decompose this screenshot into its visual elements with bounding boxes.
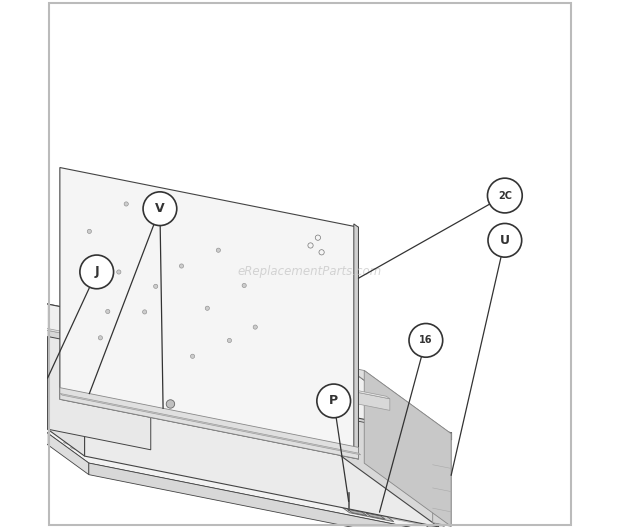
Polygon shape xyxy=(60,393,361,455)
Polygon shape xyxy=(89,463,458,528)
Circle shape xyxy=(242,284,246,288)
Circle shape xyxy=(228,338,231,343)
Polygon shape xyxy=(354,224,358,459)
Polygon shape xyxy=(343,508,394,522)
Polygon shape xyxy=(433,430,451,526)
Polygon shape xyxy=(346,367,451,433)
Text: J: J xyxy=(94,266,99,278)
Polygon shape xyxy=(36,328,390,410)
Polygon shape xyxy=(63,442,426,516)
Circle shape xyxy=(143,192,177,225)
Polygon shape xyxy=(60,388,358,459)
Polygon shape xyxy=(48,336,151,450)
Circle shape xyxy=(143,310,147,314)
Text: U: U xyxy=(500,234,510,247)
Circle shape xyxy=(124,202,128,206)
Circle shape xyxy=(488,223,521,257)
Circle shape xyxy=(161,221,165,225)
Polygon shape xyxy=(0,379,342,464)
Circle shape xyxy=(205,306,210,310)
Polygon shape xyxy=(84,363,438,527)
Polygon shape xyxy=(0,292,438,434)
Text: 16: 16 xyxy=(419,335,433,345)
Polygon shape xyxy=(60,167,358,459)
Circle shape xyxy=(487,178,522,213)
Polygon shape xyxy=(1,394,296,497)
Polygon shape xyxy=(293,452,448,528)
Polygon shape xyxy=(364,371,451,526)
Polygon shape xyxy=(0,292,84,456)
Polygon shape xyxy=(0,379,458,528)
Circle shape xyxy=(80,255,113,289)
Polygon shape xyxy=(340,363,438,527)
Circle shape xyxy=(117,270,121,274)
Circle shape xyxy=(166,400,175,408)
Polygon shape xyxy=(163,327,271,401)
Text: 2C: 2C xyxy=(498,191,512,201)
Circle shape xyxy=(216,248,221,252)
Circle shape xyxy=(87,229,92,233)
Polygon shape xyxy=(70,447,433,521)
Polygon shape xyxy=(163,327,262,410)
Text: V: V xyxy=(155,202,165,215)
Polygon shape xyxy=(342,452,458,528)
Circle shape xyxy=(317,384,350,418)
Polygon shape xyxy=(83,359,451,440)
Circle shape xyxy=(154,284,158,288)
Polygon shape xyxy=(366,513,385,520)
Polygon shape xyxy=(347,510,367,516)
Circle shape xyxy=(253,325,257,329)
Circle shape xyxy=(190,354,195,359)
Polygon shape xyxy=(0,292,340,455)
Polygon shape xyxy=(32,325,390,399)
Circle shape xyxy=(179,264,184,268)
Text: P: P xyxy=(329,394,339,408)
Circle shape xyxy=(409,324,443,357)
Circle shape xyxy=(99,336,102,340)
Text: eReplacementParts.com: eReplacementParts.com xyxy=(238,266,382,278)
Polygon shape xyxy=(0,379,89,475)
Circle shape xyxy=(105,309,110,314)
